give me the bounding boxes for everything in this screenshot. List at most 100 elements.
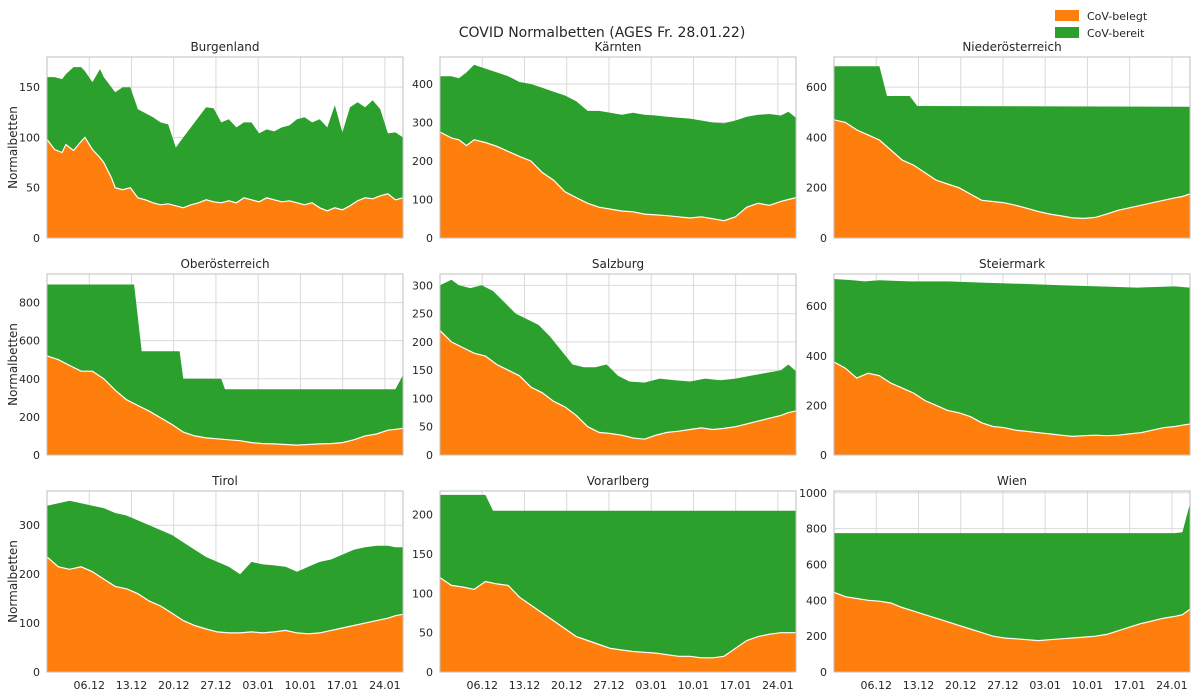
- panel-title: Oberösterreich: [180, 257, 269, 271]
- y-tick-label: 150: [412, 548, 433, 561]
- y-tick-label: 800: [806, 523, 827, 536]
- y-tick-label: 300: [412, 116, 433, 129]
- y-axis-label: Normalbetten: [6, 540, 20, 623]
- panel-title: Kärnten: [594, 40, 641, 54]
- y-axis-label: Normalbetten: [6, 323, 20, 406]
- y-tick-label: 200: [19, 568, 40, 581]
- y-tick-label: 300: [412, 279, 433, 292]
- y-tick-label: 100: [412, 193, 433, 206]
- y-tick-label: 600: [806, 81, 827, 94]
- y-tick-label: 0: [33, 666, 40, 679]
- panel-title: Vorarlberg: [587, 474, 650, 488]
- plot-frame: [46, 490, 404, 673]
- x-tick-label: 17.01: [720, 679, 752, 692]
- x-tick-label: 13.12: [116, 679, 148, 692]
- area-group: [47, 284, 403, 455]
- y-tick-label: 0: [820, 232, 827, 245]
- series-cov-belegt-edge: [834, 591, 1190, 642]
- series-cov-belegt-area: [440, 132, 796, 238]
- y-tick-label: 400: [806, 594, 827, 607]
- plot-frame: [439, 490, 797, 673]
- series-cov-belegt-area: [440, 330, 796, 455]
- area-group: [834, 66, 1190, 238]
- area-group: [440, 494, 796, 672]
- panel-title: Niederösterreich: [962, 40, 1061, 54]
- series-cov-belegt-edge: [834, 119, 1190, 220]
- panel-4: 0 200 400 600 800 Oberösterreich Normalbetten: [6, 257, 404, 462]
- legend-label-belegt: CoV-belegt: [1087, 10, 1148, 23]
- chart-title: COVID Normalbetten (AGES Fr. 28.01.22): [459, 25, 746, 41]
- y-tick-label: 0: [426, 449, 433, 462]
- y-tick-label: 200: [806, 399, 827, 412]
- x-tick-label: 17.01: [1114, 679, 1146, 692]
- plot-frame: [833, 273, 1191, 456]
- x-tick-label: 27.12: [593, 679, 625, 692]
- x-tick-label: 27.12: [200, 679, 232, 692]
- y-tick-label: 200: [412, 155, 433, 168]
- series-cov-belegt-edge: [440, 330, 796, 440]
- series-cov-belegt-area: [834, 592, 1190, 672]
- legend-swatch-belegt: [1055, 10, 1079, 21]
- y-tick-label: 100: [412, 392, 433, 405]
- plot-frame: [833, 56, 1191, 239]
- panel-6: 0 200 400 600 Steiermark: [806, 257, 1191, 462]
- x-tick-label: 24.01: [762, 679, 794, 692]
- panels: 0 50 100 150 Burgenland Normalbetten 0 100 200 30…: [6, 40, 1191, 692]
- panel-title: Wien: [997, 474, 1027, 488]
- plot-frame: [46, 273, 404, 456]
- area-group: [834, 279, 1190, 455]
- x-tick-label: 06.12: [860, 679, 892, 692]
- area-group: [834, 503, 1190, 672]
- y-tick-label: 0: [426, 666, 433, 679]
- panel-title: Burgenland: [190, 40, 259, 54]
- legend-label-bereit: CoV-bereit: [1087, 27, 1145, 40]
- y-tick-label: 150: [412, 364, 433, 377]
- y-axis-label: Normalbetten: [6, 106, 20, 189]
- x-tick-label: 13.12: [903, 679, 935, 692]
- x-tick-label: 06.12: [466, 679, 498, 692]
- x-tick-label: 20.12: [551, 679, 583, 692]
- series-cov-belegt-edge: [47, 355, 403, 446]
- y-tick-label: 0: [820, 449, 827, 462]
- y-tick-label: 600: [806, 300, 827, 313]
- y-tick-label: 0: [33, 449, 40, 462]
- panel-9: 0 200 400 600 800 1000 Wien 06.12 13.12 20.12 27.1…: [799, 474, 1191, 692]
- panel-5: 0 50 100 150 200 250 300 Salzburg: [412, 257, 797, 462]
- series-cov-belegt-area: [47, 137, 403, 238]
- y-tick-label: 200: [19, 411, 40, 424]
- y-tick-label: 100: [19, 617, 40, 630]
- area-group: [47, 67, 403, 238]
- y-tick-label: 400: [412, 78, 433, 91]
- y-tick-label: 0: [820, 666, 827, 679]
- y-tick-label: 50: [419, 421, 433, 434]
- y-tick-label: 800: [19, 297, 40, 310]
- x-tick-label: 20.12: [158, 679, 190, 692]
- series-cov-belegt-edge: [440, 131, 796, 222]
- y-tick-label: 0: [33, 232, 40, 245]
- x-tick-label: 24.01: [369, 679, 401, 692]
- x-tick-label: 03.01: [635, 679, 667, 692]
- series-cov-belegt-edge: [47, 136, 403, 212]
- plot-frame: [439, 273, 797, 456]
- panel-2: 0 100 200 300 400 Kärnten: [412, 40, 797, 245]
- y-tick-label: 1000: [799, 487, 827, 500]
- y-tick-label: 200: [806, 182, 827, 195]
- panel-title: Salzburg: [592, 257, 644, 271]
- series-cov-belegt-edge: [440, 577, 796, 659]
- panel-title: Steiermark: [979, 257, 1045, 271]
- x-tick-label: 10.01: [678, 679, 710, 692]
- series-cov-belegt-area: [47, 557, 403, 672]
- series-cov-belegt-edge: [834, 361, 1190, 438]
- y-tick-label: 0: [426, 232, 433, 245]
- y-tick-label: 400: [806, 350, 827, 363]
- panel-3: 0 200 400 600 Niederösterreich: [806, 40, 1191, 245]
- area-group: [440, 279, 796, 455]
- y-tick-label: 100: [412, 587, 433, 600]
- panel-8: 0 50 100 150 200 Vorarlberg 06.12 13.12 20.12 27.…: [412, 474, 797, 692]
- x-tick-label: 13.12: [509, 679, 541, 692]
- plot-frame: [833, 490, 1191, 673]
- legend: CoV-belegt CoV-bereit: [1055, 10, 1148, 40]
- x-tick-label: 24.01: [1156, 679, 1188, 692]
- series-cov-belegt-area: [47, 355, 403, 455]
